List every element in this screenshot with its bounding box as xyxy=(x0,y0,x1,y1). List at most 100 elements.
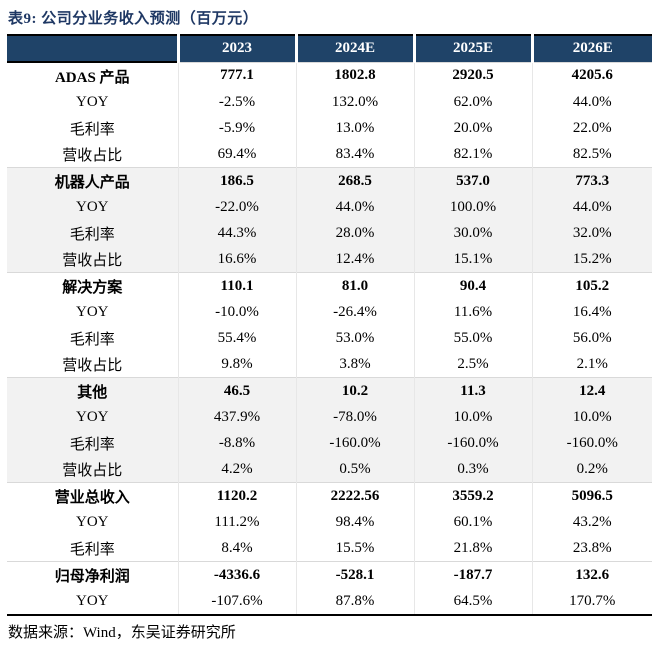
table-row: 营收占比 69.4% 83.4% 82.1% 82.5% xyxy=(7,141,652,168)
table-row: 毛利率 44.3% 28.0% 30.0% 32.0% xyxy=(7,220,652,246)
row-value-3: 30.0% xyxy=(413,220,532,246)
row-value-2: 2222.56 xyxy=(295,482,414,509)
row-value-3: -160.0% xyxy=(413,430,532,456)
header-year-2023: 2023 xyxy=(176,35,296,62)
row-value-1: 44.3% xyxy=(177,220,296,246)
row-value-3: 15.1% xyxy=(413,246,532,273)
row-value-2: 1802.8 xyxy=(295,61,414,89)
row-value-1: 9.8% xyxy=(177,351,296,378)
row-value-1: 437.9% xyxy=(177,404,296,430)
table-row: ADAS 产品 777.1 1802.8 2920.5 4205.6 xyxy=(7,61,652,89)
row-value-4: 23.8% xyxy=(531,535,652,562)
table-row: YOY -22.0% 44.0% 100.0% 44.0% xyxy=(7,194,652,220)
row-label: YOY xyxy=(7,194,178,220)
row-value-1: 186.5 xyxy=(177,167,296,194)
row-value-4: 170.7% xyxy=(531,588,652,615)
row-label: 营收占比 xyxy=(62,357,123,374)
revenue-forecast-table: 2023 2024E 2025E 2026E ADAS 产品 777.1 180… xyxy=(7,34,652,616)
row-value-4: 0.2% xyxy=(531,456,652,483)
data-source: 数据来源：Wind，东吴证券研究所 xyxy=(8,625,236,641)
table-row: YOY 111.2% 98.4% 60.1% 43.2% xyxy=(7,509,652,535)
row-value-4: 773.3 xyxy=(531,167,652,194)
table-row: YOY -107.6% 87.8% 64.5% 170.7% xyxy=(7,588,652,615)
row-label: 归母净利润 xyxy=(7,561,178,588)
row-value-1: -5.9% xyxy=(177,115,296,141)
row-label: 毛利率 xyxy=(69,541,115,558)
row-value-1: 777.1 xyxy=(177,61,296,89)
row-value-3: 10.0% xyxy=(413,404,532,430)
row-label: YOY xyxy=(76,513,109,530)
row-value-1: 4.2% xyxy=(177,456,296,483)
table-row: 解决方案 110.1 81.0 90.4 105.2 xyxy=(7,272,652,299)
row-value-1: 55.4% xyxy=(177,325,296,351)
header-year-2025e: 2025E xyxy=(412,35,532,62)
row-value-3: 11.6% xyxy=(413,299,532,325)
row-label: ADAS 产品 xyxy=(7,61,178,89)
table-row: YOY -10.0% -26.4% 11.6% 16.4% xyxy=(7,299,652,325)
row-value-2: 0.5% xyxy=(295,456,414,483)
row-value-2: 44.0% xyxy=(295,194,414,220)
row-value-2: 3.8% xyxy=(295,351,414,378)
table-row: 营收占比 16.6% 12.4% 15.1% 15.2% xyxy=(7,246,652,273)
row-value-3: -187.7 xyxy=(413,561,532,588)
row-value-4: 132.6 xyxy=(531,561,652,588)
row-value-4: 44.0% xyxy=(531,89,652,115)
row-value-1: 16.6% xyxy=(177,246,296,273)
table-row: 营收占比 9.8% 3.8% 2.5% 2.1% xyxy=(7,351,652,378)
row-value-3: 2920.5 xyxy=(413,61,532,89)
row-value-3: 90.4 xyxy=(413,272,532,299)
row-value-4: 43.2% xyxy=(531,509,652,535)
row-value-2: 13.0% xyxy=(295,115,414,141)
table-row: 归母净利润 -4336.6 -528.1 -187.7 132.6 xyxy=(7,561,652,588)
row-value-4: 16.4% xyxy=(531,299,652,325)
header-year-2024e: 2024E xyxy=(294,35,414,62)
row-value-2: 268.5 xyxy=(295,167,414,194)
row-value-4: 15.2% xyxy=(531,246,652,273)
table-row: 机器人产品 186.5 268.5 537.0 773.3 xyxy=(7,167,652,194)
row-value-4: 2.1% xyxy=(531,351,652,378)
row-label: 毛利率 xyxy=(7,430,178,456)
table-row: 毛利率 -8.8% -160.0% -160.0% -160.0% xyxy=(7,430,652,456)
header-year-2026e: 2026E xyxy=(530,35,652,62)
row-value-2: -78.0% xyxy=(295,404,414,430)
row-value-1: 111.2% xyxy=(177,509,296,535)
table-row: YOY -2.5% 132.0% 62.0% 44.0% xyxy=(7,89,652,115)
row-value-3: 64.5% xyxy=(413,588,532,615)
row-value-3: 60.1% xyxy=(413,509,532,535)
row-label: 营收占比 xyxy=(7,246,178,273)
row-label: YOY xyxy=(76,592,109,609)
row-value-4: 4205.6 xyxy=(531,61,652,89)
row-value-2: 81.0 xyxy=(295,272,414,299)
row-value-4: 32.0% xyxy=(531,220,652,246)
table-row: 毛利率 8.4% 15.5% 21.8% 23.8% xyxy=(7,535,652,562)
row-value-3: 2.5% xyxy=(413,351,532,378)
table-row: 毛利率 -5.9% 13.0% 20.0% 22.0% xyxy=(7,115,652,141)
row-value-4: 56.0% xyxy=(531,325,652,351)
row-value-3: 537.0 xyxy=(413,167,532,194)
row-value-2: 15.5% xyxy=(295,535,414,562)
row-value-1: 69.4% xyxy=(177,141,296,168)
header-empty-cell xyxy=(7,35,178,63)
row-value-2: 83.4% xyxy=(295,141,414,168)
row-value-1: -2.5% xyxy=(177,89,296,115)
row-value-4: 105.2 xyxy=(531,272,652,299)
row-value-4: 5096.5 xyxy=(531,482,652,509)
row-value-2: 12.4% xyxy=(295,246,414,273)
row-value-1: -107.6% xyxy=(177,588,296,615)
table-row: 其他 46.5 10.2 11.3 12.4 xyxy=(7,377,652,404)
row-value-1: -4336.6 xyxy=(177,561,296,588)
row-value-2: -528.1 xyxy=(295,561,414,588)
row-label: 毛利率 xyxy=(69,331,115,348)
row-value-3: 100.0% xyxy=(413,194,532,220)
row-value-3: 20.0% xyxy=(413,115,532,141)
table-body: ADAS 产品 777.1 1802.8 2920.5 4205.6 YOY -… xyxy=(7,61,652,615)
row-value-3: 55.0% xyxy=(413,325,532,351)
row-value-2: 28.0% xyxy=(295,220,414,246)
row-value-1: -8.8% xyxy=(177,430,296,456)
row-value-3: 62.0% xyxy=(413,89,532,115)
table-row: 毛利率 55.4% 53.0% 55.0% 56.0% xyxy=(7,325,652,351)
table-title: 表9: 公司分业务收入预测（百万元） xyxy=(8,11,259,27)
row-value-3: 82.1% xyxy=(413,141,532,168)
row-value-1: 110.1 xyxy=(177,272,296,299)
row-label: 机器人产品 xyxy=(7,167,178,194)
